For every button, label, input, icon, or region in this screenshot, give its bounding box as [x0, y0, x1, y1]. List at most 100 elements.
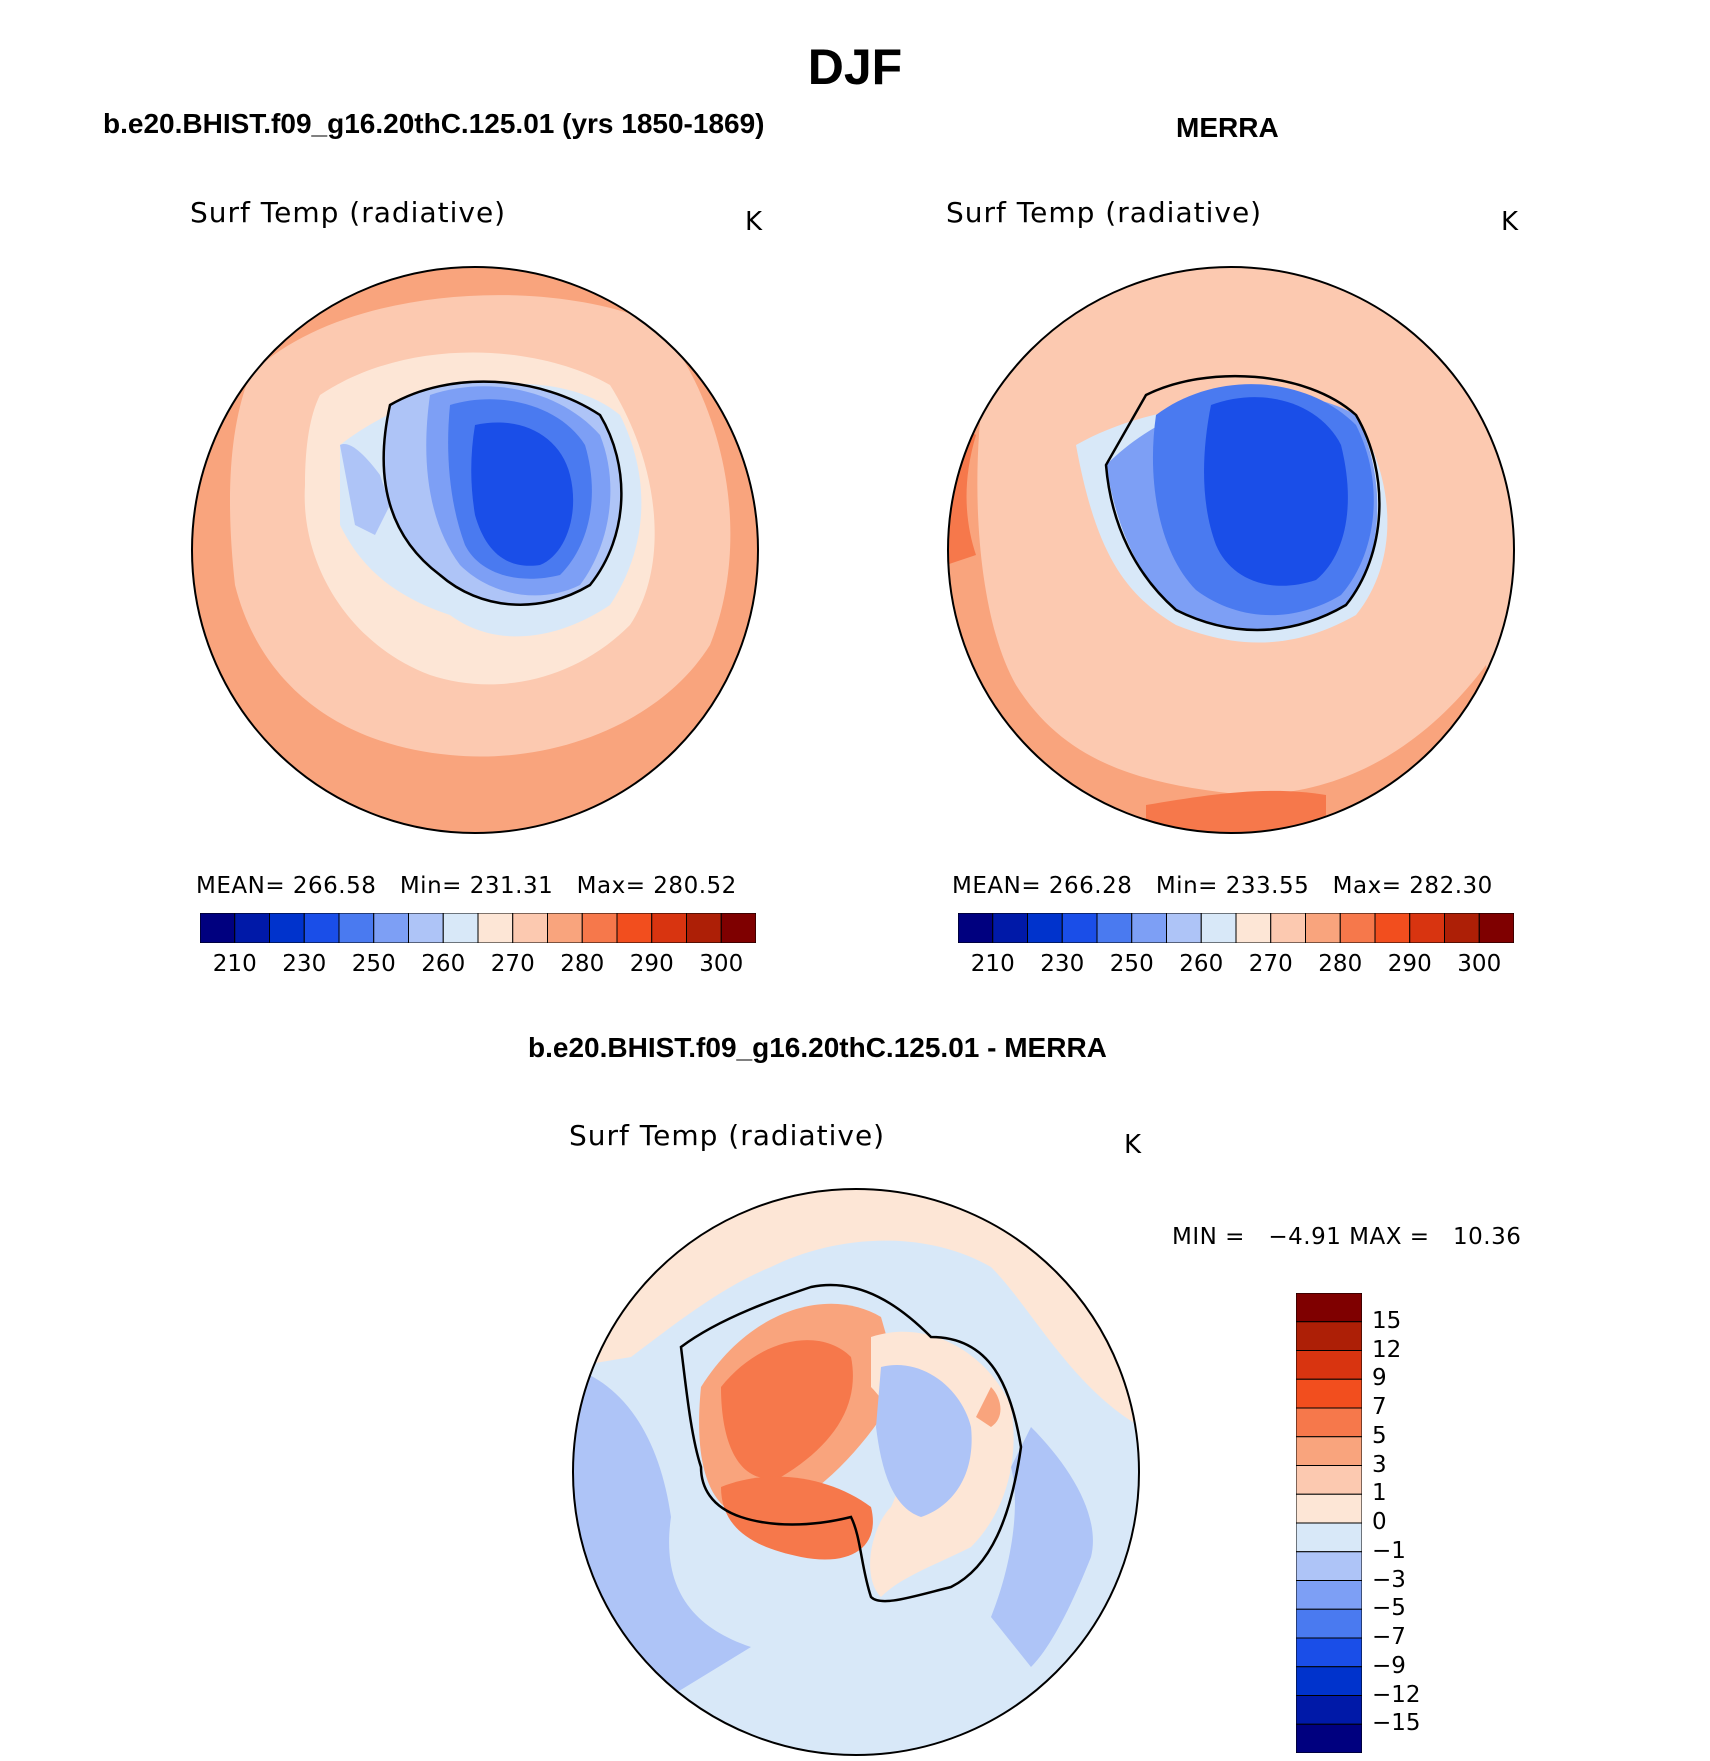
colorbar-tick-label: −9 [1372, 1652, 1406, 1679]
colorbar-swatch [1296, 1723, 1362, 1753]
colorbar-tick-label: 290 [629, 951, 674, 977]
colorbar-swatch [1296, 1465, 1362, 1495]
colorbar-tick-label: 270 [1248, 951, 1293, 977]
colorbar-tick-label: 12 [1372, 1336, 1402, 1363]
diff-variable-label: Surf Temp (radiative) [569, 1119, 886, 1152]
colorbar-swatch [477, 913, 514, 943]
colorbar-swatch [1296, 1321, 1362, 1351]
diff-units-label: K [1124, 1130, 1142, 1160]
diff-panel-title: b.e20.BHIST.f09_g16.20thC.125.01 - MERRA [528, 1032, 1107, 1063]
colorbar-tick-label: −1 [1372, 1537, 1406, 1564]
colorbar-swatch [442, 913, 479, 943]
colorbar-swatch [1478, 913, 1514, 943]
colorbar-swatch [408, 913, 444, 943]
colorbar-tick-label: 250 [351, 951, 396, 977]
colorbar-tick-label: 300 [1457, 951, 1502, 977]
colorbar-tick-label: 260 [1179, 951, 1224, 977]
colorbar-tick-label: 15 [1372, 1307, 1402, 1334]
obs-colorbar [958, 913, 1514, 943]
obs-panel-title: MERRA [1176, 112, 1279, 143]
colorbar-swatch [616, 913, 653, 943]
diff-colorbar-ticks: 15 12 9 7 5 3 1 0 −1 −3 −5 −7 −9 −12 −15 [1372, 1293, 1462, 1753]
colorbar-swatch [547, 913, 583, 943]
colorbar-swatch [1296, 1637, 1362, 1668]
model-polar-map [191, 266, 759, 834]
colorbar-tick-label: 300 [699, 951, 744, 977]
model-panel-title: b.e20.BHIST.f09_g16.20thC.125.01 (yrs 18… [103, 108, 765, 139]
colorbar-tick-label: 290 [1387, 951, 1432, 977]
obs-units-label: K [1501, 207, 1519, 237]
colorbar-swatch [1200, 913, 1237, 943]
colorbar-swatch [1296, 1522, 1362, 1553]
model-units-label: K [745, 207, 763, 237]
colorbar-swatch [958, 913, 994, 943]
colorbar-swatch [338, 913, 375, 943]
colorbar-swatch [269, 913, 305, 943]
colorbar-tick-label: 230 [282, 951, 327, 977]
colorbar-swatch [512, 913, 548, 943]
colorbar-tick-label: 280 [1318, 951, 1363, 977]
colorbar-swatch [1296, 1436, 1362, 1466]
colorbar-tick-label: 3 [1372, 1451, 1387, 1478]
colorbar-swatch [1061, 913, 1098, 943]
colorbar-tick-label: 250 [1109, 951, 1154, 977]
diff-polar-map [572, 1188, 1140, 1756]
obs-stats: MEAN= 266.28 Min= 233.55 Max= 282.30 [952, 873, 1493, 899]
colorbar-swatch [234, 913, 270, 943]
colorbar-swatch [1296, 1666, 1362, 1696]
colorbar-tick-label: 230 [1040, 951, 1085, 977]
colorbar-swatch [1305, 913, 1341, 943]
colorbar-tick-label: −15 [1372, 1710, 1421, 1737]
colorbar-swatch [1296, 1407, 1362, 1438]
model-stats: MEAN= 266.58 Min= 231.31 Max= 280.52 [196, 873, 737, 899]
colorbar-tick-label: 5 [1372, 1422, 1387, 1449]
model-colorbar-ticks: 210 230 250 260 270 280 290 300 [200, 951, 756, 981]
figure-title: DJF [807, 39, 903, 95]
colorbar-swatch [303, 913, 340, 943]
obs-colorbar-ticks: 210 230 250 260 270 280 290 300 [958, 951, 1514, 981]
colorbar-swatch [1296, 1608, 1362, 1639]
colorbar-tick-label: 260 [421, 951, 466, 977]
colorbar-swatch [720, 913, 756, 943]
colorbar-swatch [1409, 913, 1445, 943]
colorbar-tick-label: 280 [560, 951, 605, 977]
diff-stats: MIN = −4.91 MAX = 10.36 [1172, 1224, 1522, 1250]
colorbar-swatch [200, 913, 236, 943]
colorbar-tick-label: 210 [212, 951, 257, 977]
colorbar-swatch [1444, 913, 1480, 943]
colorbar-swatch [1374, 913, 1411, 943]
obs-polar-map [947, 266, 1515, 834]
colorbar-swatch [1296, 1695, 1362, 1725]
colorbar-swatch [1131, 913, 1167, 943]
model-variable-label: Surf Temp (radiative) [190, 196, 507, 229]
colorbar-swatch [992, 913, 1028, 943]
colorbar-tick-label: −7 [1372, 1624, 1406, 1650]
obs-variable-label: Surf Temp (radiative) [946, 196, 1263, 229]
colorbar-swatch [1166, 913, 1202, 943]
colorbar-swatch [686, 913, 722, 943]
colorbar-tick-label: −5 [1372, 1595, 1406, 1622]
colorbar-swatch [1096, 913, 1133, 943]
colorbar-tick-label: 1 [1372, 1480, 1387, 1507]
colorbar-tick-label: 210 [970, 951, 1015, 977]
colorbar-swatch [1235, 913, 1272, 943]
colorbar-tick-label: 7 [1372, 1394, 1387, 1420]
colorbar-swatch [1296, 1293, 1362, 1323]
colorbar-tick-label: 270 [490, 951, 535, 977]
model-colorbar [200, 913, 756, 943]
colorbar-swatch [1296, 1580, 1362, 1610]
colorbar-swatch [373, 913, 409, 943]
diff-colorbar [1296, 1293, 1362, 1753]
colorbar-swatch [1027, 913, 1063, 943]
colorbar-swatch [1270, 913, 1306, 943]
colorbar-swatch [1296, 1551, 1362, 1581]
colorbar-swatch [651, 913, 687, 943]
colorbar-swatch [1339, 913, 1376, 943]
colorbar-swatch [1296, 1493, 1362, 1524]
colorbar-tick-label: −12 [1372, 1681, 1421, 1708]
colorbar-tick-label: 9 [1372, 1365, 1387, 1392]
colorbar-swatch [1296, 1350, 1362, 1380]
colorbar-tick-label: 0 [1372, 1509, 1387, 1535]
colorbar-tick-label: −3 [1372, 1566, 1406, 1593]
colorbar-swatch [581, 913, 618, 943]
